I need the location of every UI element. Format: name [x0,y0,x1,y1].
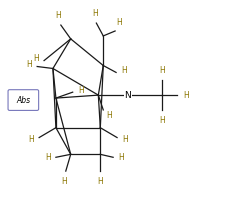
Text: Abs: Abs [16,96,31,104]
Text: H: H [183,91,189,100]
Text: H: H [33,54,39,63]
Text: H: H [55,11,61,20]
Text: H: H [160,66,165,75]
Text: H: H [106,111,112,120]
FancyBboxPatch shape [8,90,39,110]
Text: H: H [27,60,32,69]
Text: H: H [121,66,127,75]
Text: H: H [79,86,84,95]
Text: H: H [61,177,67,186]
Text: H: H [97,177,103,186]
Text: H: H [45,153,51,162]
Text: H: H [116,18,122,27]
Text: H: H [122,135,128,144]
Text: H: H [29,135,34,144]
Text: H: H [92,9,98,18]
Text: N: N [124,91,131,100]
Text: H: H [160,116,165,125]
Text: H: H [118,153,124,162]
